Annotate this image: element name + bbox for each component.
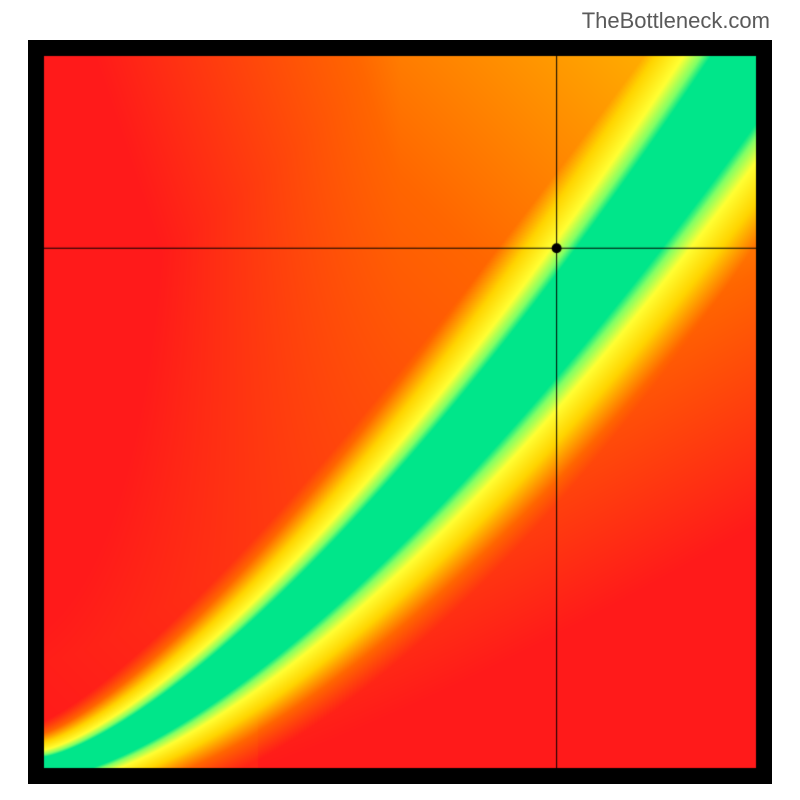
chart-container: TheBottleneck.com [0, 0, 800, 800]
watermark-text: TheBottleneck.com [582, 8, 770, 34]
heatmap-canvas [28, 40, 772, 784]
chart-frame [28, 40, 772, 784]
